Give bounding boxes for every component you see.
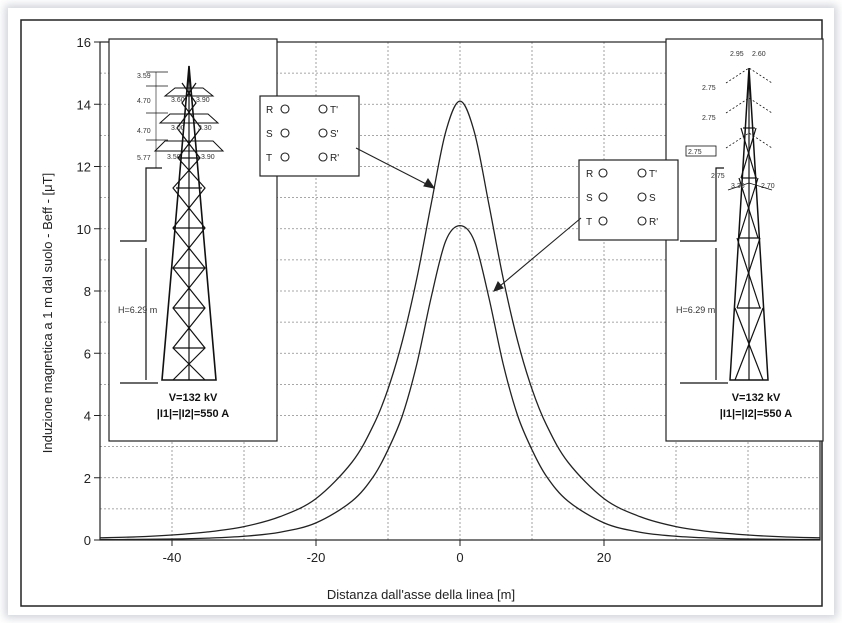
legend-left-row-2: S S' bbox=[266, 128, 339, 140]
leader-arrowhead-right bbox=[492, 280, 504, 292]
legend-left-3a: T bbox=[266, 153, 272, 164]
legend-right-1a: R bbox=[586, 169, 593, 180]
legend-left-1b-marker bbox=[318, 104, 328, 114]
axis-ticks: 0 2 4 6 8 10 12 14 16 -40 -20 0 20 bbox=[77, 35, 612, 565]
tower-left-dim-8: 3.30 bbox=[198, 125, 212, 132]
tower-left-current: |I1|=|I2|=550 A bbox=[157, 408, 230, 420]
legend-right-3b: R' bbox=[649, 217, 658, 228]
legend-right-2b-marker bbox=[637, 192, 647, 202]
tower-left-dim-9: 3.50 bbox=[167, 154, 181, 161]
legend-left-2b-marker bbox=[318, 128, 328, 138]
y-tick-label: 6 bbox=[84, 346, 91, 361]
legend-right-3a-marker bbox=[598, 216, 608, 226]
tower-left-height: H=6.29 m bbox=[118, 305, 157, 315]
y-tick-label: 2 bbox=[84, 471, 91, 486]
series-line-1 bbox=[99, 100, 821, 539]
legend-left-1a: R bbox=[266, 105, 273, 116]
legend-right-row-1: R T' bbox=[586, 168, 657, 180]
legend-left-2a-marker bbox=[280, 128, 290, 138]
y-tick-label: 8 bbox=[84, 284, 91, 299]
tower-right-dim-5: 2.75 bbox=[688, 149, 702, 156]
tower-right-dim-1: 2.95 bbox=[730, 51, 744, 58]
tower-right-current: |I1|=|I2|=550 A bbox=[720, 408, 793, 420]
tower-left-dim-10: 3.90 bbox=[201, 154, 215, 161]
tower-left-dim-7: 3.00 bbox=[171, 125, 185, 132]
leader-arrow-left bbox=[355, 147, 435, 189]
tower-left-dim-2: 4.70 bbox=[137, 98, 151, 105]
leader-arrowhead-left bbox=[423, 177, 436, 189]
y-tick-label: 14 bbox=[77, 97, 91, 112]
legend-left-row-3: T R' bbox=[266, 152, 339, 164]
legend-right-3b-marker bbox=[637, 216, 647, 226]
x-tick-label: 0 bbox=[456, 550, 463, 565]
tower-left-voltage: V=132 kV bbox=[169, 392, 218, 404]
legend-right-2b: S bbox=[649, 193, 656, 204]
legend-right-2a-marker bbox=[598, 192, 608, 202]
tower-right-dim-2: 2.60 bbox=[752, 51, 766, 58]
legend-box-right: R T' S S T R' bbox=[578, 159, 679, 241]
tower-right-dim-4: 2.75 bbox=[702, 115, 716, 122]
legend-left-3b: R' bbox=[330, 153, 339, 164]
tower-right-dim-6: 2.75 bbox=[711, 173, 725, 180]
legend-left-row-1: R T' bbox=[266, 104, 338, 116]
x-tick-label: 20 bbox=[597, 550, 611, 565]
legend-right-row-3: T R' bbox=[586, 216, 658, 228]
legend-right-1b: T' bbox=[649, 169, 657, 180]
x-axis-title: Distanza dall'asse della linea [m] bbox=[327, 587, 515, 602]
legend-right-1a-marker bbox=[598, 168, 608, 178]
legend-left-3b-marker bbox=[318, 152, 328, 162]
leader-arrow-right bbox=[493, 217, 582, 292]
tower-inset-right: 2.95 2.60 2.75 2.75 2.75 2.75 3.36 2.70 … bbox=[665, 38, 824, 442]
tower-left-drawing bbox=[120, 65, 225, 384]
tower-left-dim-5: 3.60 bbox=[171, 97, 185, 104]
tower-left-dim-3: 4.70 bbox=[137, 128, 151, 135]
tower-left-dim-1: 3.59 bbox=[137, 73, 151, 80]
y-tick-label: 16 bbox=[77, 35, 91, 50]
legend-left-1b: T' bbox=[330, 105, 338, 116]
chart-frame: 0 2 4 6 8 10 12 14 16 -40 -20 0 20 Distanza dall'ass… bbox=[8, 8, 834, 615]
legend-right-2a: S bbox=[586, 193, 593, 204]
chart-svg: 0 2 4 6 8 10 12 14 16 -40 -20 0 20 Distanza dall'ass… bbox=[20, 19, 824, 607]
legend-left-3a-marker bbox=[280, 152, 290, 162]
legend-right-row-2: S S bbox=[586, 192, 656, 204]
leader-arrows bbox=[355, 147, 582, 292]
legend-left-2b: S' bbox=[330, 129, 339, 140]
tower-right-drawing bbox=[680, 67, 773, 384]
tower-right-voltage: V=132 kV bbox=[732, 392, 781, 404]
legend-right-3a: T bbox=[586, 217, 592, 228]
legend-left-2a: S bbox=[266, 129, 273, 140]
legend-box-left: R T' S S' T R' bbox=[259, 95, 360, 177]
tower-right-dim-3: 2.75 bbox=[702, 85, 716, 92]
y-axis-title: Induzione magnetica a 1 m dal suolo - Be… bbox=[40, 173, 55, 453]
tower-left-dim-4: 5.77 bbox=[137, 155, 151, 162]
y-tick-label: 4 bbox=[84, 409, 91, 424]
tower-right-dim-8: 2.70 bbox=[761, 183, 775, 190]
legend-left-1a-marker bbox=[280, 104, 290, 114]
y-tick-label: 12 bbox=[77, 160, 91, 175]
y-tick-label: 10 bbox=[77, 222, 91, 237]
tower-right-dim-7: 3.36 bbox=[731, 183, 745, 190]
tower-left-dim-6: 3.90 bbox=[196, 97, 210, 104]
tower-inset-left: 3.59 4.70 4.70 5.77 3.60 3.90 3.00 3.30 … bbox=[108, 38, 278, 442]
y-tick-label: 0 bbox=[84, 533, 91, 548]
tower-right-height: H=6.29 m bbox=[676, 305, 715, 315]
series-group bbox=[99, 100, 821, 541]
x-tick-label: -40 bbox=[163, 550, 182, 565]
legend-right-1b-marker bbox=[637, 168, 647, 178]
x-tick-label: -20 bbox=[307, 550, 326, 565]
series-line-2 bbox=[99, 224, 821, 541]
